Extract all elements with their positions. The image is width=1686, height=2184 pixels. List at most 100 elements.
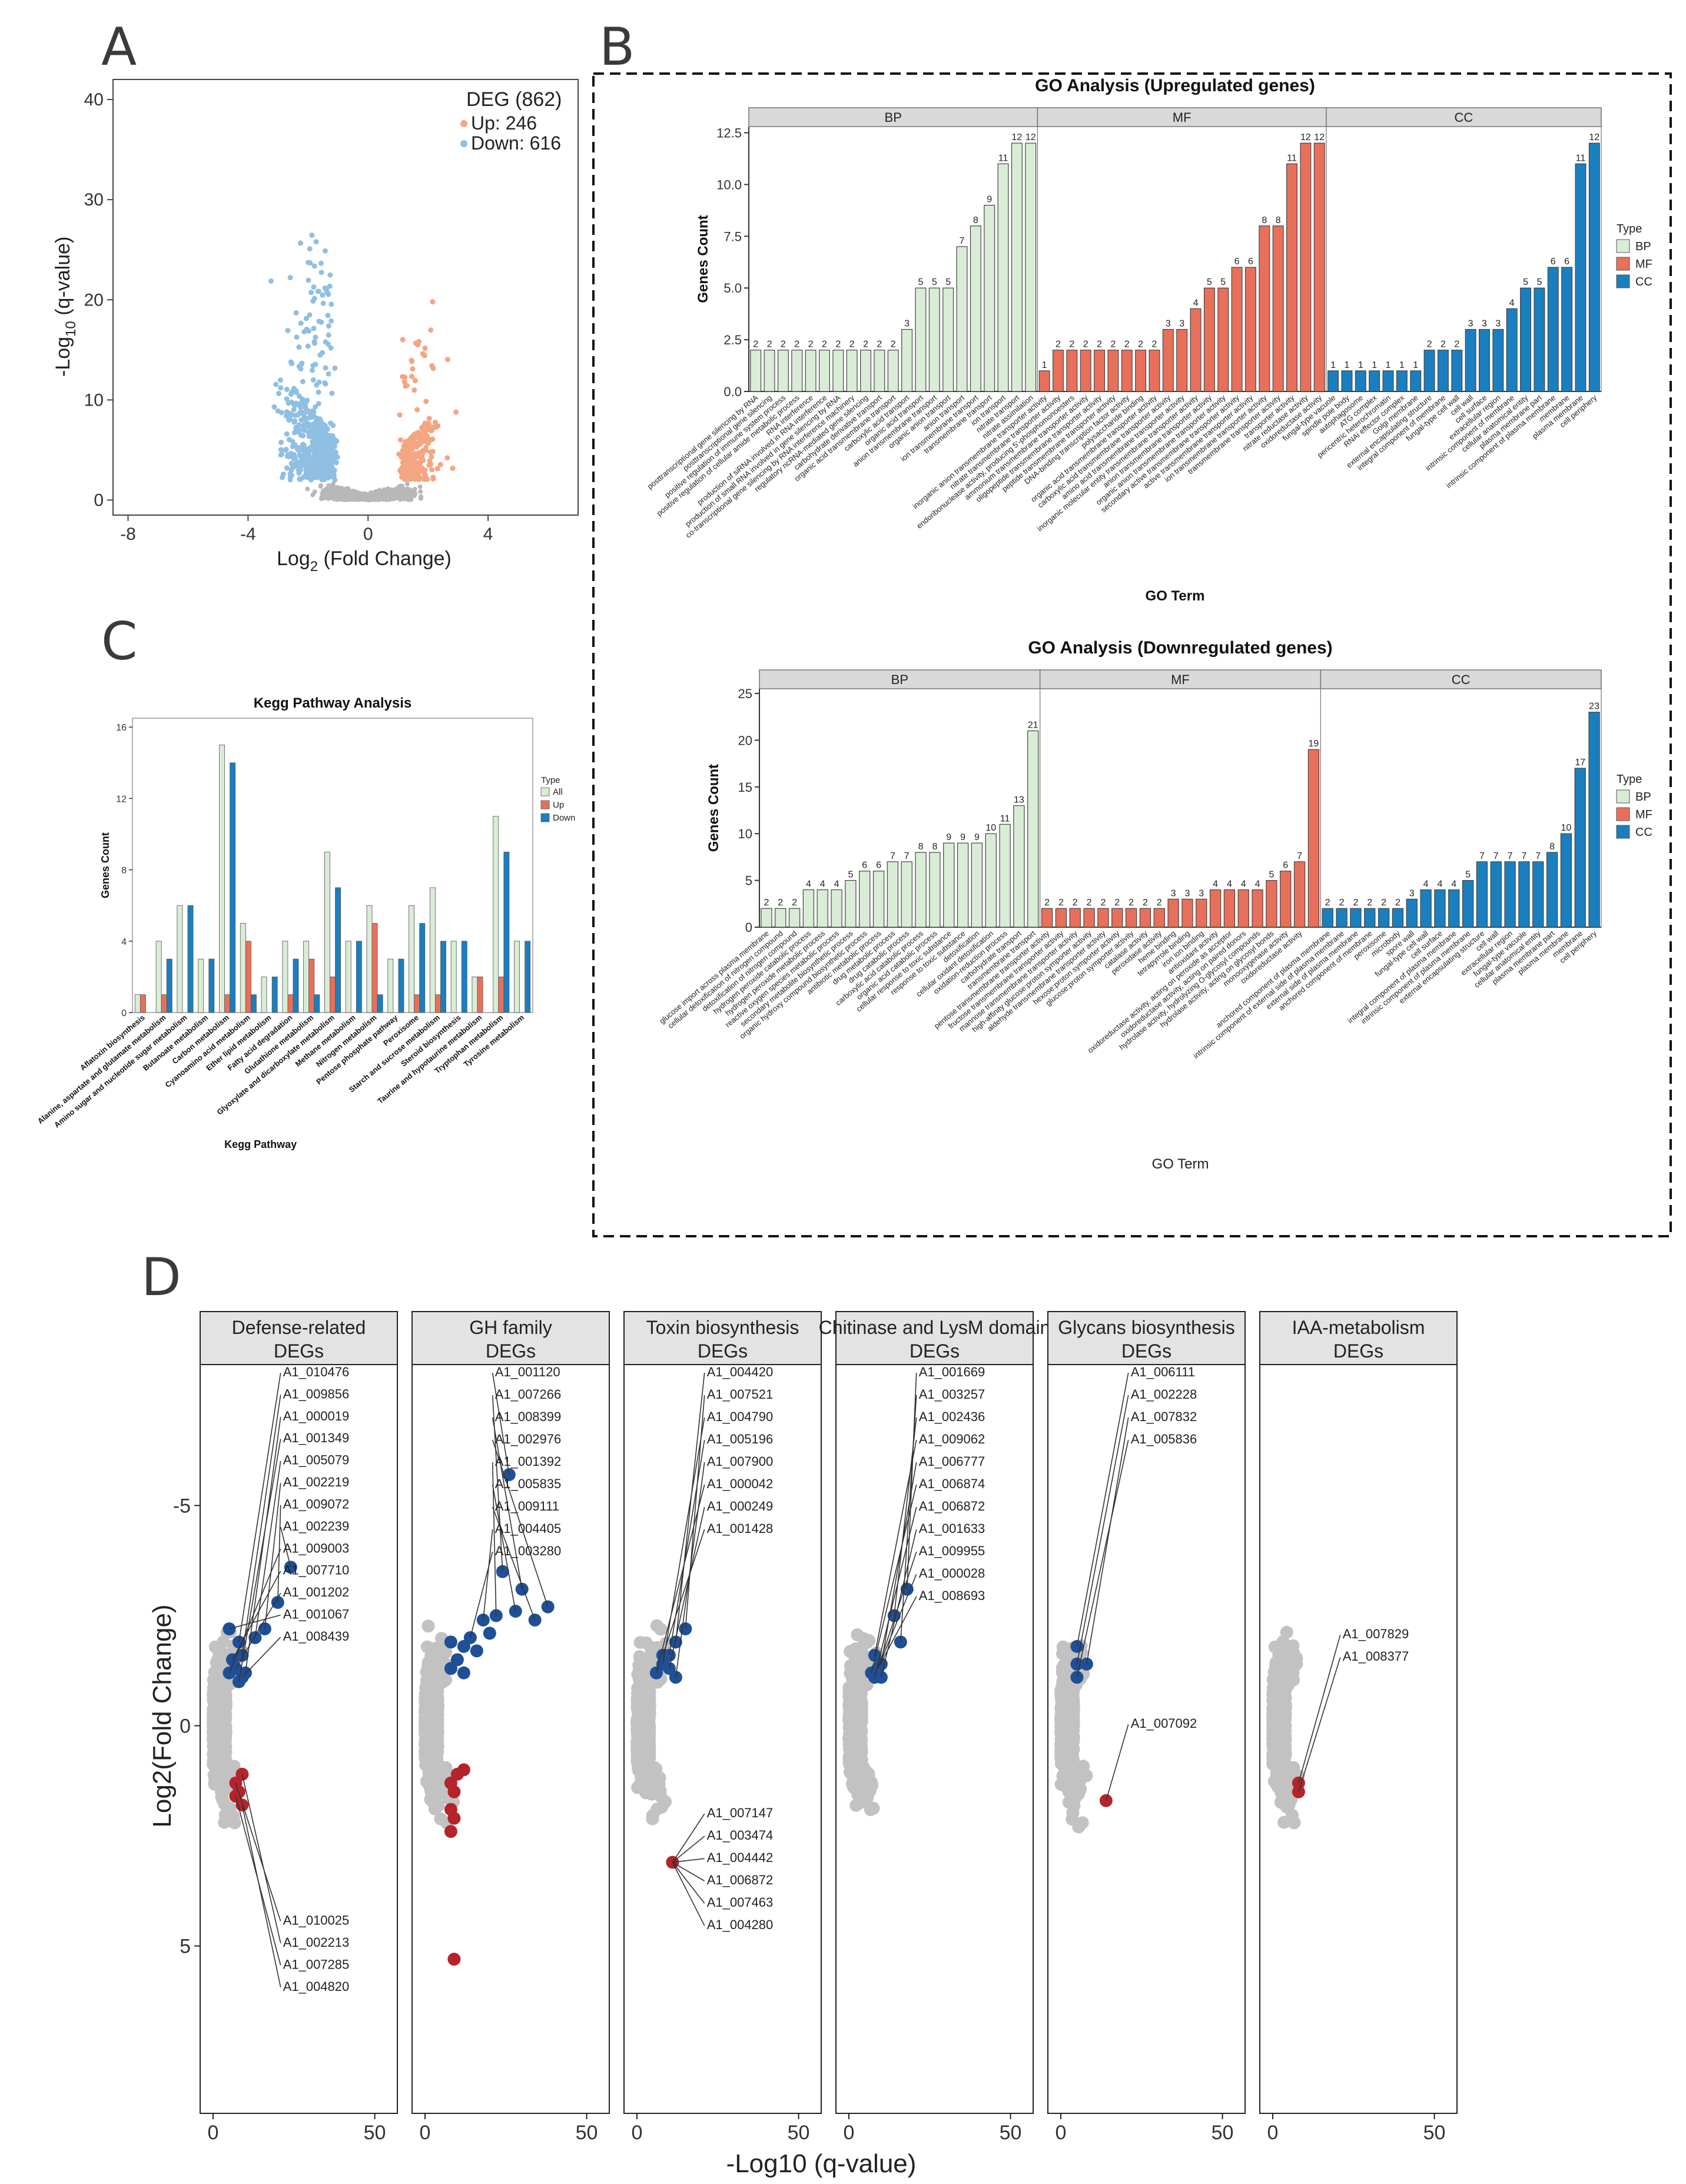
ns-point <box>418 489 423 494</box>
down-point <box>334 438 340 444</box>
deg-bg-point <box>419 1717 432 1731</box>
go-bar <box>1237 889 1249 928</box>
down-point <box>289 360 295 366</box>
down-point <box>287 477 293 483</box>
go-bar-value: 2 <box>1069 340 1074 350</box>
down-point <box>308 477 314 483</box>
down-point <box>308 423 314 429</box>
down-point <box>301 443 307 449</box>
up-point <box>444 455 450 461</box>
go-bar <box>845 879 857 928</box>
go-bar-value: 12 <box>1589 132 1599 142</box>
deg-callout-label: A1_009003 <box>283 1541 350 1555</box>
up-deg-point <box>447 1811 461 1825</box>
go-bar <box>887 861 899 928</box>
up-point <box>420 351 426 357</box>
go-bar <box>1561 267 1573 392</box>
go-bar <box>1053 350 1064 392</box>
down-point <box>298 361 304 367</box>
deg-bg-point <box>214 1780 227 1793</box>
kegg-ytick-label: 0 <box>121 1008 127 1018</box>
go-bar-value: 1 <box>1042 360 1047 370</box>
kegg-xlabel: Kegg Pathway <box>224 1139 297 1150</box>
down-point <box>271 404 277 410</box>
go-bar <box>874 350 885 392</box>
ns-point <box>418 496 423 501</box>
down-point <box>309 232 315 238</box>
legend-label: MF <box>1635 258 1652 271</box>
ns-point <box>330 487 336 493</box>
go-bar-value: 3 <box>1199 888 1204 898</box>
down-point <box>300 399 306 404</box>
down-point <box>304 456 310 462</box>
legend-title: Type <box>1617 223 1642 235</box>
go-bar-value: 2 <box>1087 898 1092 908</box>
go-bar-value: 11 <box>1287 153 1297 163</box>
up-point <box>400 337 406 343</box>
go-bar <box>915 852 927 928</box>
legend-label: CC <box>1635 276 1652 288</box>
deg-bg-point <box>430 1768 444 1782</box>
down-point <box>289 389 295 395</box>
up-point <box>416 474 422 480</box>
down-point <box>277 377 283 383</box>
go-bar-value: 4 <box>1227 879 1232 889</box>
go-bar <box>1176 328 1188 392</box>
kegg-bar <box>271 976 278 1013</box>
go-bar <box>1272 225 1284 392</box>
go-bar-value: 8 <box>918 842 924 852</box>
volcano-legend-up: Up: 246 <box>471 112 537 134</box>
go-bar <box>1451 350 1463 392</box>
kegg-bar <box>414 994 420 1013</box>
go-up-chart: GO Analysis (Upregulated genes)0.02.55.0… <box>646 76 1652 604</box>
legend-swatch <box>1616 807 1630 821</box>
go-bar-value: 2 <box>764 898 769 908</box>
go-bar-value: 2 <box>1367 898 1372 908</box>
down-deg-point <box>470 1644 483 1658</box>
down-point <box>324 443 330 449</box>
deg-callout-label: A1_010025 <box>283 1913 350 1928</box>
go-down-chart: GO Analysis (Downregulated genes)0510152… <box>658 638 1652 1172</box>
up-point <box>409 359 415 364</box>
legend-swatch <box>1616 274 1630 288</box>
volcano-legend-down: Down: 616 <box>471 132 561 154</box>
up-deg-point <box>444 1825 457 1838</box>
down-point <box>326 459 331 464</box>
kegg-legend-title: Type <box>541 775 560 785</box>
go-bar <box>1479 328 1490 392</box>
go-chart-title: GO Analysis (Upregulated genes) <box>1035 76 1315 95</box>
down-point <box>316 389 321 395</box>
down-point <box>328 464 334 470</box>
go-bar-value: 9 <box>960 832 965 842</box>
down-point <box>290 443 296 449</box>
go-bar-value: 2 <box>1381 898 1386 908</box>
kegg-bar <box>377 994 383 1013</box>
go-bar-value: 2 <box>1325 898 1330 908</box>
down-point <box>283 446 289 452</box>
go-bar <box>1369 370 1380 392</box>
volcano-xtick-label: -4 <box>240 525 256 544</box>
down-point <box>284 396 290 402</box>
down-point <box>278 452 284 458</box>
go-bar-value: 5 <box>1207 277 1212 287</box>
go-bar-value: 2 <box>794 340 799 350</box>
y-tick-label: 2.5 <box>723 333 742 347</box>
down-point <box>328 318 334 324</box>
ns-point <box>417 484 423 489</box>
go-bar-value: 2 <box>792 898 797 908</box>
ns-point <box>398 483 403 489</box>
panel-label-c: C <box>101 611 137 672</box>
kegg-bar <box>461 941 467 1013</box>
go-bar-value: 4 <box>1509 298 1515 308</box>
kegg-bar <box>472 976 478 1013</box>
down-point <box>310 456 316 462</box>
go-bar-value: 5 <box>1523 277 1528 287</box>
kegg-bar <box>419 923 426 1013</box>
go-bar <box>970 225 981 392</box>
go-bar-value: 4 <box>1213 879 1218 889</box>
kegg-bar <box>303 941 310 1013</box>
go-bar-value: 6 <box>862 861 867 871</box>
go-bar-value: 11 <box>998 153 1008 163</box>
legend-swatch <box>1616 239 1630 253</box>
